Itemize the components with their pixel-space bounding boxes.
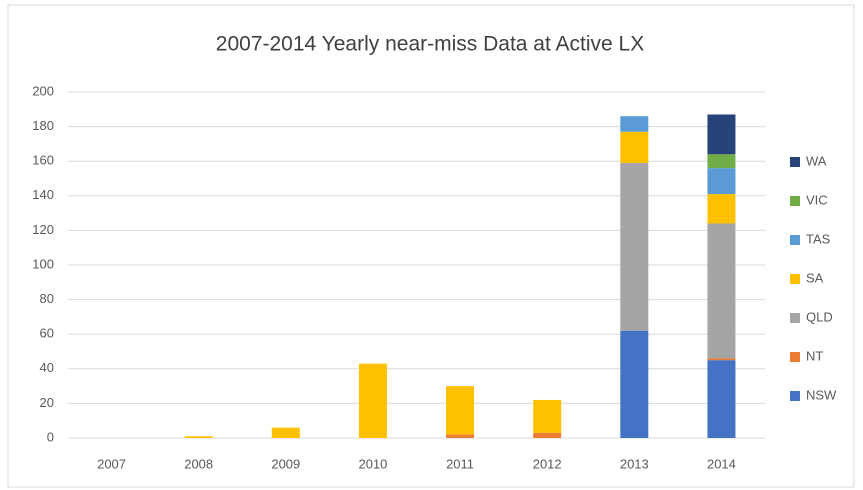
- x-tick-label: 2014: [707, 456, 736, 471]
- bar-segment: [446, 434, 475, 438]
- bar-segment: [446, 386, 475, 435]
- y-tick-label: 200: [32, 83, 54, 98]
- y-tick-label: 40: [40, 360, 54, 375]
- legend-swatch: [790, 391, 800, 401]
- x-tick-label: 2007: [97, 456, 126, 471]
- y-tick-label: 100: [32, 256, 54, 271]
- bar-segment: [707, 154, 736, 169]
- x-tick-label: 2008: [184, 456, 213, 471]
- legend-swatch: [790, 196, 800, 206]
- y-tick-label: 140: [32, 187, 54, 202]
- y-tick-label: 120: [32, 222, 54, 237]
- legend-label: SA: [806, 270, 824, 285]
- legend-label: QLD: [806, 309, 833, 324]
- y-tick-label: 160: [32, 153, 54, 168]
- bar-segment: [707, 223, 736, 359]
- legend-swatch: [790, 313, 800, 323]
- bar-segment: [707, 114, 736, 155]
- legend-label: NT: [806, 348, 823, 363]
- y-tick-label: 60: [40, 326, 54, 341]
- bar-segment: [184, 436, 213, 438]
- x-tick-label: 2009: [271, 456, 300, 471]
- bar-segment: [271, 427, 300, 438]
- y-tick-label: 180: [32, 118, 54, 133]
- bar-segment: [533, 432, 562, 438]
- x-tick-label: 2013: [620, 456, 649, 471]
- legend-swatch: [790, 274, 800, 284]
- bar-segment: [620, 330, 649, 438]
- x-tick-label: 2010: [358, 456, 387, 471]
- bar-segment: [707, 194, 736, 224]
- bar-segment: [358, 363, 387, 438]
- legend-label: VIC: [806, 192, 828, 207]
- legend-label: TAS: [806, 231, 831, 246]
- chart-title: 2007-2014 Yearly near-miss Data at Activ…: [216, 33, 644, 56]
- legend-label: NSW: [806, 387, 837, 402]
- legend-swatch: [790, 157, 800, 167]
- y-tick-label: 20: [40, 395, 54, 410]
- bar-segment: [707, 358, 736, 361]
- y-tick-label: 0: [47, 429, 54, 444]
- bar-segment: [620, 131, 649, 163]
- legend-swatch: [790, 352, 800, 362]
- x-tick-label: 2012: [533, 456, 562, 471]
- bar-segment: [620, 162, 649, 331]
- bar-segment: [533, 399, 562, 433]
- legend-label: WA: [806, 153, 827, 168]
- legend-swatch: [790, 235, 800, 245]
- bar-segment: [707, 168, 736, 195]
- bar-segment: [620, 116, 649, 132]
- x-tick-label: 2011: [446, 456, 474, 471]
- y-tick-label: 80: [40, 291, 54, 306]
- bar-segment: [707, 360, 736, 438]
